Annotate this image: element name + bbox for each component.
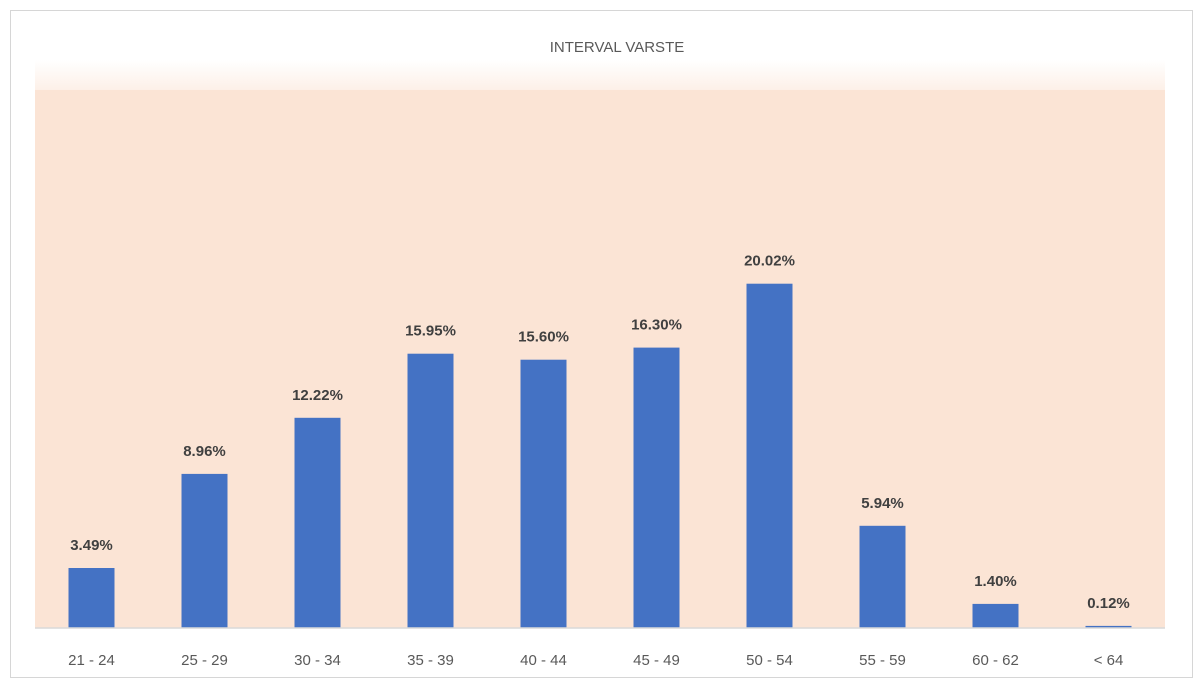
bar — [68, 568, 115, 628]
x-tick-label: 55 - 59 — [859, 652, 906, 669]
data-label: 0.12% — [1087, 595, 1130, 612]
data-label: 5.94% — [861, 495, 904, 512]
x-tick-labels-group: 21 - 24 25 - 29 30 - 34 35 - 39 40 - 44 45 - … — [68, 652, 1123, 669]
bar — [520, 359, 567, 628]
bar — [972, 603, 1019, 628]
data-label: 15.95% — [405, 323, 456, 340]
x-tick-label: 21 - 24 — [68, 652, 115, 669]
x-tick-label: 25 - 29 — [181, 652, 228, 669]
data-label: 15.60% — [518, 329, 569, 346]
plot-top-glow — [35, 60, 1165, 90]
data-labels-group: 3.49% 8.96% 12.22% 15.95% 15.60% 16.30% 20.02%… — [70, 253, 1130, 612]
bar — [859, 525, 906, 628]
data-label: 16.30% — [631, 317, 682, 334]
bar — [746, 283, 793, 628]
bar — [181, 473, 228, 628]
bar — [407, 353, 454, 628]
bar — [633, 347, 680, 628]
x-tick-label: < 64 — [1094, 652, 1124, 669]
bars-group — [68, 283, 1132, 628]
x-tick-label: 30 - 34 — [294, 652, 341, 669]
data-label: 8.96% — [183, 443, 226, 460]
chart-title: INTERVAL VARSTE — [550, 39, 684, 56]
data-label: 20.02% — [744, 253, 795, 270]
bar — [294, 417, 341, 628]
x-tick-label: 60 - 62 — [972, 652, 1019, 669]
x-tick-label: 35 - 39 — [407, 652, 454, 669]
data-label: 1.40% — [974, 573, 1017, 590]
x-tick-label: 45 - 49 — [633, 652, 680, 669]
x-tick-label: 40 - 44 — [520, 652, 567, 669]
bar — [1085, 625, 1132, 628]
x-tick-label: 50 - 54 — [746, 652, 793, 669]
data-label: 3.49% — [70, 537, 113, 554]
data-label: 12.22% — [292, 387, 343, 404]
